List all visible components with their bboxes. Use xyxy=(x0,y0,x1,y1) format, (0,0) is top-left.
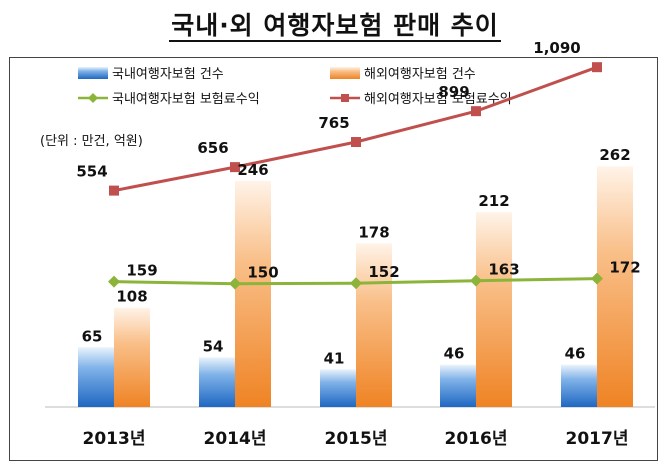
data-label-domestic-premium: 150 xyxy=(247,264,278,282)
legend-label-domestic-count: 국내여행자보험 건수 xyxy=(112,66,224,82)
bar-domestic-count xyxy=(440,364,476,407)
bar-domestic-count xyxy=(199,357,235,407)
bar-domestic-count xyxy=(561,364,597,407)
data-label-domestic-count: 54 xyxy=(203,337,224,355)
legend-marker-domestic-premium xyxy=(88,93,98,103)
data-label-overseas-count: 108 xyxy=(116,288,147,306)
marker-domestic-premium xyxy=(591,272,603,285)
marker-domestic-premium xyxy=(229,277,241,290)
data-label-overseas-premium: 1,090 xyxy=(533,39,580,57)
marker-overseas-premium xyxy=(230,162,240,173)
data-label-domestic-premium: 172 xyxy=(609,259,640,277)
legend-label-overseas-premium: 해외여행자보험 보험료수익 xyxy=(364,91,512,107)
data-label-overseas-count: 262 xyxy=(599,146,630,164)
bar-domestic-count xyxy=(320,369,356,407)
bar-domestic-count xyxy=(78,347,114,407)
x-tick-label: 2016년 xyxy=(445,429,508,449)
marker-domestic-premium xyxy=(350,277,362,290)
data-label-domestic-count: 65 xyxy=(82,327,103,345)
bar-overseas-count xyxy=(114,307,150,407)
bar-overseas-count xyxy=(235,180,271,407)
legend-label-overseas-count: 해외여행자보험 건수 xyxy=(364,66,476,82)
x-tick-label: 2014년 xyxy=(204,429,267,449)
data-label-overseas-premium: 899 xyxy=(438,83,469,101)
chart-title: 국내·외 여행자보험 판매 추이 xyxy=(169,11,501,42)
bar-overseas-count xyxy=(597,166,633,407)
marker-domestic-premium xyxy=(470,274,482,287)
bar-overseas-count xyxy=(356,243,392,407)
marker-overseas-premium xyxy=(109,185,119,196)
data-label-overseas-count: 178 xyxy=(358,223,389,241)
data-label-overseas-count: 246 xyxy=(237,161,268,179)
legend-label-domestic-premium: 국내여행자보험 보험료수익 xyxy=(112,91,260,107)
legend-swatch-domestic-count xyxy=(78,67,108,79)
data-label-overseas-count: 212 xyxy=(478,192,509,210)
marker-domestic-premium xyxy=(108,275,120,288)
data-label-overseas-premium: 656 xyxy=(197,139,228,157)
data-label-domestic-premium: 159 xyxy=(126,262,157,280)
data-label-domestic-count: 46 xyxy=(444,345,465,363)
marker-overseas-premium xyxy=(351,137,361,148)
data-label-overseas-premium: 765 xyxy=(318,114,349,132)
data-label-domestic-count: 46 xyxy=(565,345,586,363)
legend-marker-overseas-premium xyxy=(341,94,349,102)
marker-overseas-premium xyxy=(592,62,602,73)
unit-note: (단위 : 만건, 억원) xyxy=(40,134,143,149)
data-label-overseas-premium: 554 xyxy=(76,163,107,181)
x-tick-label: 2013년 xyxy=(83,429,146,449)
marker-overseas-premium xyxy=(471,106,481,117)
line-overseas-premium xyxy=(113,65,598,193)
bar-overseas-count xyxy=(476,212,512,407)
data-label-domestic-premium: 152 xyxy=(368,263,399,281)
data-label-domestic-premium: 163 xyxy=(488,261,519,279)
x-tick-label: 2017년 xyxy=(566,429,629,449)
x-tick-label: 2015년 xyxy=(325,429,388,449)
legend-swatch-overseas-count xyxy=(330,67,360,79)
data-label-domestic-count: 41 xyxy=(324,349,345,367)
chart-frame xyxy=(9,57,658,461)
